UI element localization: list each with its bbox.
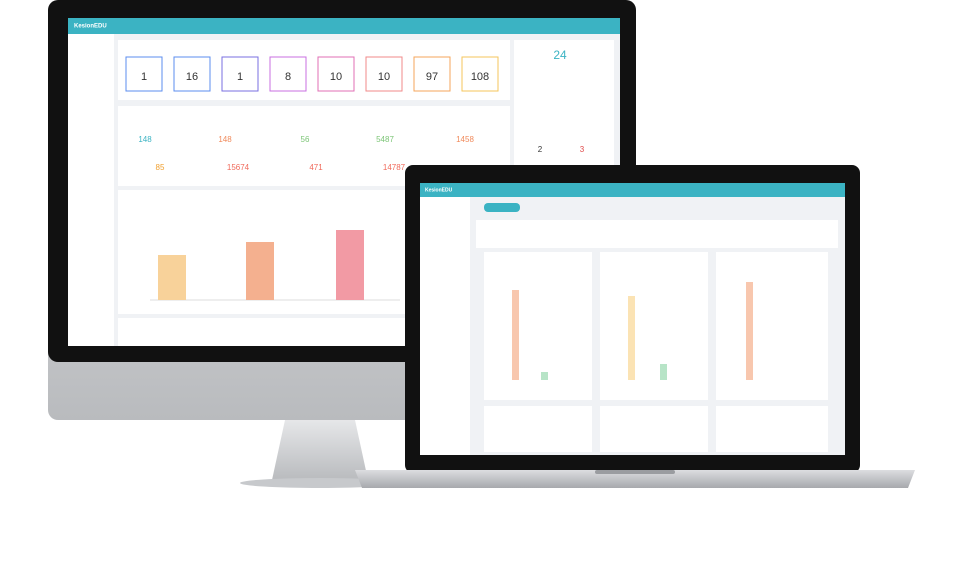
summary-value: 148 (218, 135, 232, 144)
stat-card (317, 56, 355, 92)
chart-bar (336, 230, 364, 300)
top-bar (68, 18, 620, 34)
stat-value: 16 (186, 71, 198, 83)
stat-card (269, 56, 307, 92)
laptop-panel (716, 406, 828, 452)
summary-value: 5487 (376, 135, 394, 144)
summary-value: 85 (156, 163, 165, 172)
stat-value: 8 (285, 71, 291, 83)
brand: KesionEDU (425, 187, 453, 193)
laptop-base (355, 470, 915, 488)
laptop-top-bar (420, 183, 845, 197)
stat-value: 1 (141, 71, 147, 83)
laptop-bar (660, 364, 667, 380)
summary-value: 148 (138, 135, 152, 144)
sidebar (68, 34, 114, 346)
summary-value: 14787 (383, 163, 406, 172)
calendar-day: 24 (553, 48, 567, 62)
calendar-panel (514, 40, 614, 168)
tab (484, 203, 520, 212)
calendar-count: 2 (538, 145, 543, 154)
laptop-chart (716, 252, 828, 400)
summary-value: 471 (309, 163, 323, 172)
summary-value: 1458 (456, 135, 474, 144)
stat-card (173, 56, 211, 92)
laptop-notch (595, 470, 675, 474)
summary-value: 56 (301, 135, 310, 144)
stat-value: 1 (237, 71, 243, 83)
stat-card (125, 56, 163, 92)
calendar-count: 3 (580, 145, 585, 154)
laptop-chart (484, 252, 592, 400)
summary-value: 15674 (227, 163, 250, 172)
laptop-bar (746, 282, 753, 380)
stat-value: 10 (330, 71, 342, 83)
chart-bar (246, 242, 274, 300)
filter-panel (476, 220, 838, 248)
laptop: KesionEDU (355, 165, 915, 488)
stat-value: 108 (471, 71, 489, 83)
monitor-neck (272, 420, 368, 480)
stat-value: 10 (378, 71, 390, 83)
stat-value: 97 (426, 71, 438, 83)
brand: KesionEDU (74, 24, 107, 30)
laptop-chart (600, 252, 708, 400)
stat-card (221, 56, 259, 92)
laptop-panel (600, 406, 708, 452)
laptop-bar (628, 296, 635, 380)
laptop-bar (512, 290, 519, 380)
laptop-sidebar (420, 197, 470, 455)
stat-card (461, 56, 499, 92)
stat-card (413, 56, 451, 92)
chart-bar (158, 255, 186, 300)
laptop-panel (484, 406, 592, 452)
stat-card (365, 56, 403, 92)
laptop-bar (541, 372, 548, 380)
